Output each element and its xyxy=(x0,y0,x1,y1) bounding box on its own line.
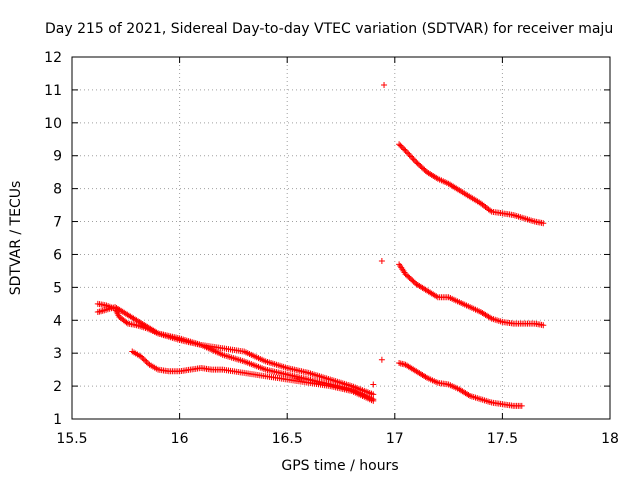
x-tick-label: 17.5 xyxy=(487,431,518,447)
data-point xyxy=(370,381,377,388)
data-point xyxy=(378,356,385,363)
x-tick-label: 16.5 xyxy=(272,431,303,447)
data-point xyxy=(540,322,547,329)
data-point xyxy=(518,402,525,409)
data-point xyxy=(398,143,405,150)
data-point xyxy=(406,152,413,159)
data-point xyxy=(402,147,409,154)
y-tick-label: 6 xyxy=(53,247,62,263)
data-point xyxy=(397,142,404,149)
data-point xyxy=(137,353,144,360)
data-point xyxy=(370,397,377,404)
data-point xyxy=(403,149,410,156)
y-tick-label: 2 xyxy=(53,379,62,395)
grid xyxy=(71,56,611,420)
y-tick-label: 8 xyxy=(53,182,62,198)
y-axis-label: SDTVAR / TECUs xyxy=(8,181,24,296)
y-tick-label: 5 xyxy=(53,280,62,296)
y-tick-label: 9 xyxy=(53,149,62,165)
data-point xyxy=(142,357,149,364)
data-point xyxy=(407,153,414,160)
data-point xyxy=(140,356,147,363)
data-point xyxy=(143,358,150,365)
x-tick-label: 16 xyxy=(171,431,189,447)
data-point xyxy=(405,150,412,157)
y-tick-label: 3 xyxy=(53,346,62,362)
data-point xyxy=(396,141,403,148)
y-tick-label: 10 xyxy=(44,116,62,132)
chart-title: Day 215 of 2021, Sidereal Day-to-day VTE… xyxy=(45,21,613,37)
y-tick-label: 4 xyxy=(53,313,62,329)
data-point xyxy=(145,360,152,367)
data-point xyxy=(378,258,385,265)
data-point xyxy=(409,154,416,161)
plot-frame xyxy=(71,56,611,420)
data-marks xyxy=(94,81,547,409)
x-tick-label: 15.5 xyxy=(56,431,87,447)
data-point xyxy=(399,145,406,152)
y-tick-label: 1 xyxy=(53,412,62,428)
data-point xyxy=(410,156,417,163)
data-point xyxy=(411,157,418,164)
y-tick-label: 11 xyxy=(44,83,62,99)
data-point xyxy=(540,220,547,227)
data-point xyxy=(401,146,408,153)
y-tick-label: 12 xyxy=(44,50,62,66)
data-point xyxy=(139,354,146,361)
x-tick-label: 18 xyxy=(601,431,619,447)
x-tick-label: 17 xyxy=(386,431,404,447)
y-tick-label: 7 xyxy=(53,215,62,231)
data-point xyxy=(123,319,130,326)
data-point xyxy=(381,81,388,88)
x-axis-label: GPS time / hours xyxy=(281,458,398,474)
